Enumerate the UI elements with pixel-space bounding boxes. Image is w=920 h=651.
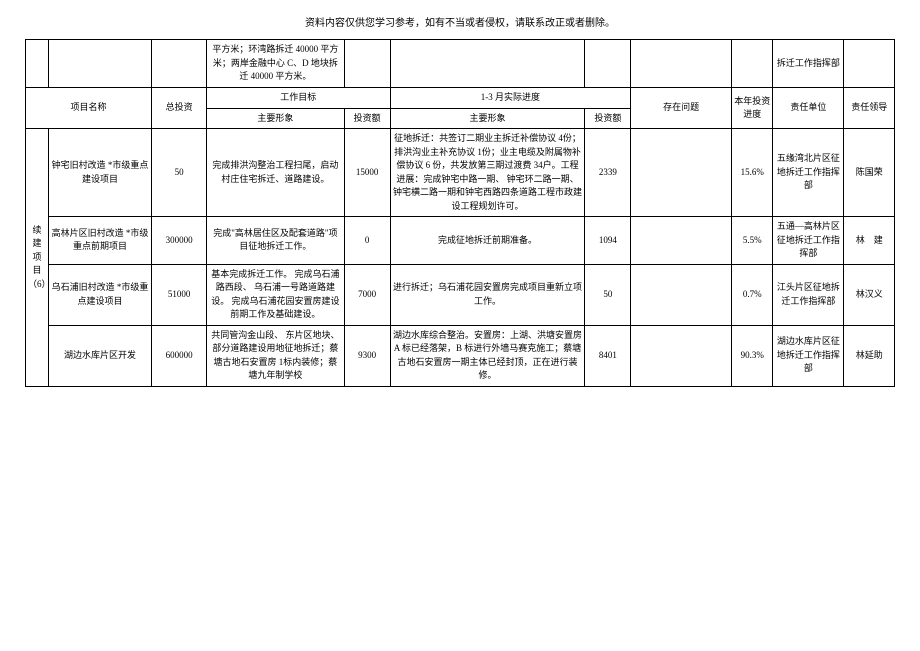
cell-total-invest: 300000 <box>152 217 207 265</box>
cell-blank <box>631 40 732 88</box>
th-main-image-1: 主要形象 <box>207 108 345 129</box>
cell-year-prog: 90.3% <box>732 325 773 386</box>
cell-prog-invest: 2339 <box>585 129 631 217</box>
cell-prog-image: 征地拆迁：共签订二期业主拆迁补偿协议 4份；排洪沟业主补充协议 1份；业主电缆及… <box>390 129 585 217</box>
cell-resp-leader: 陈国荣 <box>844 129 895 217</box>
cell-problems <box>631 264 732 325</box>
cell-top-unit: 拆迁工作指挥部 <box>773 40 844 88</box>
page-disclaimer: 资料内容仅供您学习参考，如有不当或者侵权，请联系改正或者删除。 <box>0 0 920 39</box>
cell-total-invest: 600000 <box>152 325 207 386</box>
th-progress: 1-3 月实际进度 <box>390 88 631 109</box>
th-project-name: 项目名称 <box>26 88 152 129</box>
cell-blank <box>152 40 207 88</box>
cell-blank <box>585 40 631 88</box>
cell-goal-image: 完成排洪沟整治工程扫尾，启动村庄住宅拆迁、道路建设。 <box>207 129 345 217</box>
cell-resp-leader: 林 建 <box>844 217 895 265</box>
cell-year-prog: 5.5% <box>732 217 773 265</box>
cell-goal-image: 共同管沟金山段、 东片区地块、 部分道路建设用地征地拆迁；蔡塘古地石安置房 1标… <box>207 325 345 386</box>
cell-name: 湖边水库片区开发 <box>48 325 151 386</box>
cell-blank <box>390 40 585 88</box>
th-problems: 存在问题 <box>631 88 732 129</box>
main-table: 平方米；环湾路拆迁 40000 平方米；两岸金融中心 C、D 地块拆迁 4000… <box>25 39 895 387</box>
cell-prog-invest: 50 <box>585 264 631 325</box>
cell-prog-image: 完成征地拆迁前期准备。 <box>390 217 585 265</box>
cell-goal-image: 基本完成拆迁工作。 完成乌石浦路西段、 乌石浦一号路道路建设。 完成乌石浦花园安… <box>207 264 345 325</box>
cell-total-invest: 50 <box>152 129 207 217</box>
cell-blank <box>26 40 49 88</box>
cell-goal-invest: 0 <box>344 217 390 265</box>
cell-top-desc: 平方米；环湾路拆迁 40000 平方米；两岸金融中心 C、D 地块拆迁 4000… <box>207 40 345 88</box>
side-label: 续建项目（6） <box>26 129 49 387</box>
cell-blank <box>844 40 895 88</box>
cell-year-prog: 15.6% <box>732 129 773 217</box>
cell-goal-invest: 15000 <box>344 129 390 217</box>
cell-goal-image: 完成"高林居住区及配套道路"项目征地拆迁工作。 <box>207 217 345 265</box>
cell-resp-unit: 湖边水库片区征地拆迁工作指挥部 <box>773 325 844 386</box>
cell-name: 乌石浦旧村改造 *市级重点建设项目 <box>48 264 151 325</box>
cell-problems <box>631 129 732 217</box>
cell-goal-invest: 7000 <box>344 264 390 325</box>
cell-resp-unit: 五通—高林片区征地拆迁工作指挥部 <box>773 217 844 265</box>
cell-goal-invest: 9300 <box>344 325 390 386</box>
th-resp-leader: 责任领导 <box>844 88 895 129</box>
cell-year-prog: 0.7% <box>732 264 773 325</box>
th-invest-amount-1: 投资额 <box>344 108 390 129</box>
cell-name: 钟宅旧村改造 *市级重点建设项目 <box>48 129 151 217</box>
cell-prog-image: 进行拆迁；乌石浦花园安置房完成项目重新立项工作。 <box>390 264 585 325</box>
th-year-progress: 本年投资进度 <box>732 88 773 129</box>
cell-blank <box>344 40 390 88</box>
th-invest-amount-2: 投资额 <box>585 108 631 129</box>
cell-name: 高林片区旧村改造 *市级重点前期项目 <box>48 217 151 265</box>
cell-blank <box>732 40 773 88</box>
th-main-image-2: 主要形象 <box>390 108 585 129</box>
cell-total-invest: 51000 <box>152 264 207 325</box>
cell-resp-unit: 江头片区征地拆迁工作指挥部 <box>773 264 844 325</box>
cell-prog-invest: 8401 <box>585 325 631 386</box>
cell-prog-invest: 1094 <box>585 217 631 265</box>
cell-problems <box>631 217 732 265</box>
cell-resp-leader: 林延助 <box>844 325 895 386</box>
cell-resp-leader: 林汉义 <box>844 264 895 325</box>
th-resp-unit: 责任单位 <box>773 88 844 129</box>
th-work-goal: 工作目标 <box>207 88 390 109</box>
cell-blank <box>48 40 151 88</box>
cell-problems <box>631 325 732 386</box>
cell-resp-unit: 五缘湾北片区征地拆迁工作指挥部 <box>773 129 844 217</box>
th-total-invest: 总投资 <box>152 88 207 129</box>
cell-prog-image: 湖边水库综合整治。安置房：上湖、洪塘安置房 A 标已经落架，B 标进行外墙马赛克… <box>390 325 585 386</box>
